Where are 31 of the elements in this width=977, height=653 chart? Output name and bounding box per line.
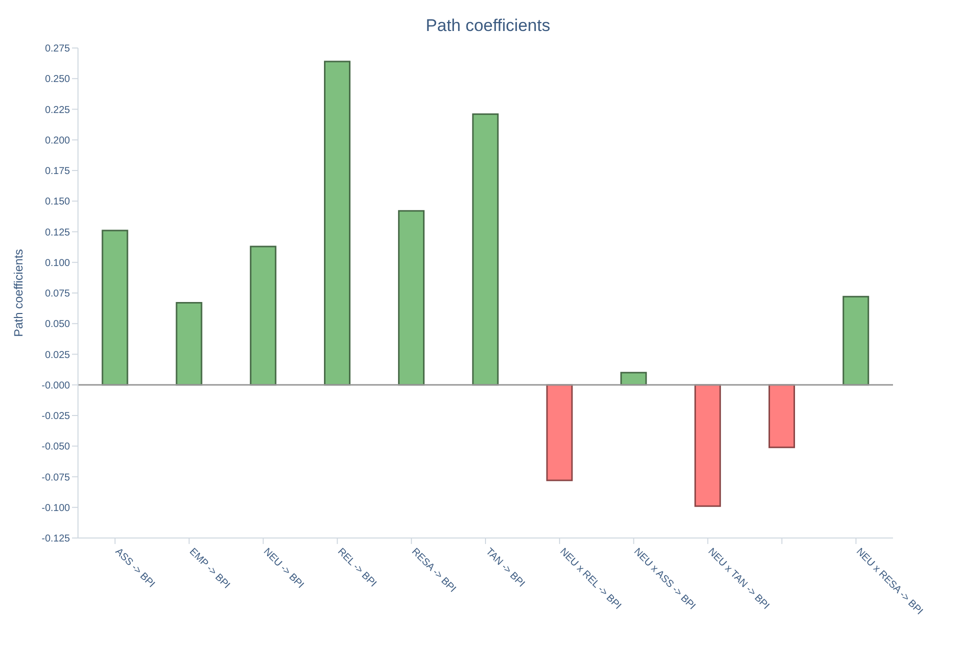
bar bbox=[546, 384, 573, 482]
y-tick-label: 0.075 bbox=[44, 288, 70, 300]
y-tick-label: 0.025 bbox=[44, 350, 70, 361]
y-tick-label: 0.250 bbox=[44, 74, 70, 86]
bar bbox=[398, 210, 425, 386]
y-tick-label: 0.200 bbox=[44, 135, 70, 146]
y-tick-label: 0.150 bbox=[44, 196, 70, 208]
y-tick-label: 0.050 bbox=[44, 319, 70, 330]
y-tick-label: 0.225 bbox=[44, 104, 70, 116]
y-tick-label: -0.100 bbox=[42, 502, 70, 514]
bar bbox=[842, 296, 870, 386]
bar bbox=[250, 246, 276, 386]
y-axis-title: Path coefficients bbox=[11, 249, 26, 337]
y-tick-label: 0.100 bbox=[44, 258, 70, 269]
y-tick-label: -0.025 bbox=[42, 411, 70, 422]
y-tick-label: -0.125 bbox=[42, 534, 70, 545]
y-tick-label: 0.125 bbox=[44, 227, 70, 238]
y-tick-label: 0.275 bbox=[44, 44, 70, 55]
bar bbox=[694, 384, 721, 507]
y-tick-label: 0.175 bbox=[44, 166, 70, 178]
x-tick-label: EMP -> BPI bbox=[187, 546, 232, 592]
chart-title: Path coefficients bbox=[424, 16, 552, 35]
bar bbox=[768, 384, 796, 448]
bar bbox=[176, 302, 202, 386]
bar bbox=[472, 113, 499, 386]
y-tick-label: -0.075 bbox=[42, 472, 70, 484]
y-tick-label: -0.000 bbox=[42, 380, 70, 392]
bar bbox=[102, 230, 128, 386]
bar bbox=[324, 60, 350, 386]
x-tick-label: ASS -> BPI bbox=[112, 546, 157, 590]
y-tick-label: -0.050 bbox=[42, 442, 70, 453]
